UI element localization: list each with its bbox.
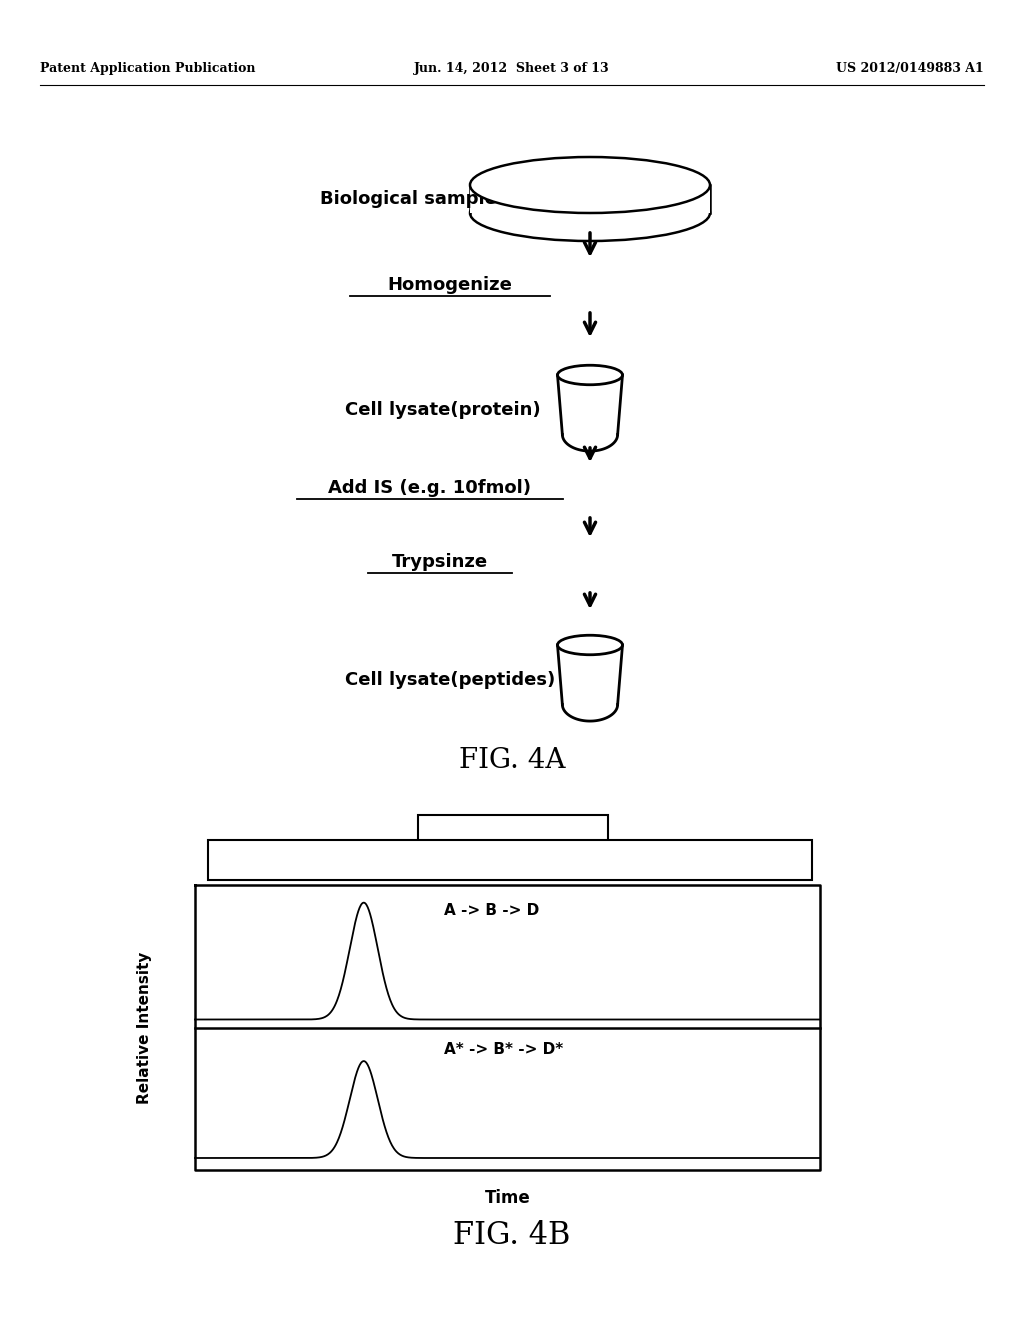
Ellipse shape bbox=[470, 185, 710, 242]
Ellipse shape bbox=[557, 366, 623, 384]
Text: US 2012/0149883 A1: US 2012/0149883 A1 bbox=[837, 62, 984, 75]
Ellipse shape bbox=[470, 157, 710, 213]
Text: Jun. 14, 2012  Sheet 3 of 13: Jun. 14, 2012 Sheet 3 of 13 bbox=[414, 62, 610, 75]
Bar bbox=[470, 185, 710, 213]
Text: Patent Application Publication: Patent Application Publication bbox=[40, 62, 256, 75]
Text: FIG. 4B: FIG. 4B bbox=[454, 1220, 570, 1250]
Bar bbox=[418, 814, 608, 847]
Text: Relative Intensity: Relative Intensity bbox=[137, 952, 153, 1104]
Text: A* -> B* -> D*: A* -> B* -> D* bbox=[443, 1043, 563, 1057]
Text: A -> B -> D: A -> B -> D bbox=[443, 903, 539, 917]
Polygon shape bbox=[557, 375, 623, 451]
Text: FIG. 4A: FIG. 4A bbox=[459, 747, 565, 774]
Text: auc: auc bbox=[304, 862, 326, 873]
Text: Biological sample: Biological sample bbox=[319, 190, 497, 209]
Polygon shape bbox=[557, 645, 623, 721]
Text: Ratio (D: Ratio (D bbox=[220, 853, 290, 867]
Bar bbox=[208, 840, 812, 880]
Text: Trypsinze: Trypsinze bbox=[392, 553, 488, 572]
Text: Homogenize: Homogenize bbox=[387, 276, 512, 294]
Text: Add IS (e.g. 10fmol): Add IS (e.g. 10fmol) bbox=[329, 479, 531, 498]
Text: Cell lysate(protein): Cell lysate(protein) bbox=[345, 401, 541, 418]
Text: auc: auc bbox=[362, 862, 385, 873]
Text: Time: Time bbox=[484, 1189, 530, 1206]
Text: Cell lysate(peptides): Cell lysate(peptides) bbox=[345, 671, 555, 689]
Text: )=absolute quantification: )=absolute quantification bbox=[387, 853, 606, 867]
Text: /D*: /D* bbox=[328, 853, 354, 867]
Ellipse shape bbox=[557, 635, 623, 655]
Text: LC-MS/MS/MS: LC-MS/MS/MS bbox=[450, 822, 577, 841]
